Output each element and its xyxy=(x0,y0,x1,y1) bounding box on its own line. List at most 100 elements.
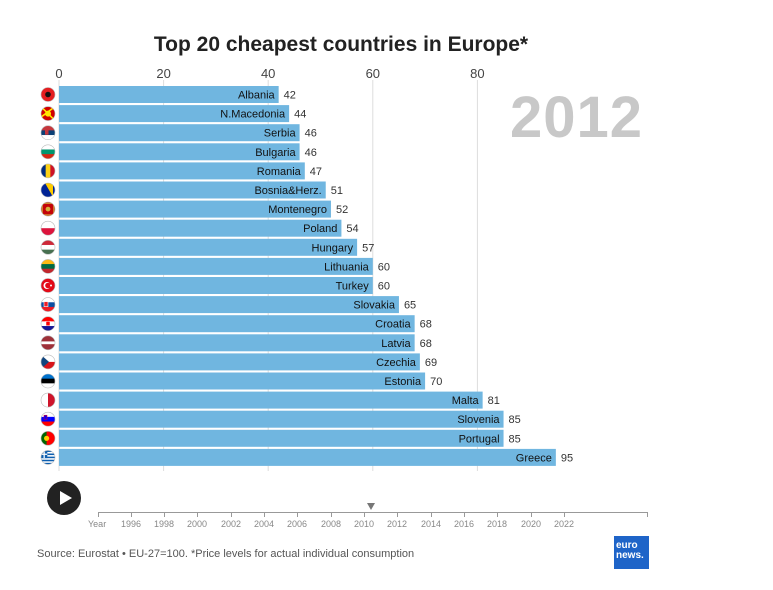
category-label: Bosnia&Herz. xyxy=(254,185,321,197)
lithuania-flag xyxy=(40,259,56,274)
bar xyxy=(59,200,331,218)
timeline-tick xyxy=(131,512,132,517)
bar xyxy=(59,334,415,352)
value-label: 60 xyxy=(378,281,390,293)
bar xyxy=(59,257,373,275)
timeline-year-label[interactable]: 2002 xyxy=(220,519,242,529)
timeline-year-label[interactable]: 2014 xyxy=(420,519,442,529)
timeline-tick xyxy=(431,512,432,517)
romania-flag xyxy=(40,163,56,179)
timeline-tick xyxy=(98,512,99,517)
category-label: Romania xyxy=(257,166,302,178)
category-label: N.Macedonia xyxy=(220,109,286,121)
bar xyxy=(59,181,326,199)
bar xyxy=(59,277,373,294)
north-macedonia-flag xyxy=(40,106,56,121)
value-label: 68 xyxy=(420,319,432,331)
category-label: Turkey xyxy=(336,281,370,293)
slovenia-flag xyxy=(40,411,56,427)
bar xyxy=(59,353,420,371)
bar xyxy=(59,296,399,314)
timeline-year-label[interactable]: 1998 xyxy=(153,519,175,529)
timeline-year-label[interactable]: 2006 xyxy=(286,519,308,529)
value-label: 70 xyxy=(430,376,442,388)
bar xyxy=(59,238,358,256)
timeline-tick xyxy=(564,512,565,517)
bar xyxy=(59,124,300,142)
category-label: Albania xyxy=(238,90,276,102)
timeline-tick xyxy=(331,512,332,517)
latvia-flag xyxy=(40,335,56,351)
timeline-tick xyxy=(397,512,398,517)
malta-flag xyxy=(40,392,56,408)
czechia-flag xyxy=(40,354,56,370)
logo-line-2: news. xyxy=(616,550,644,561)
bar xyxy=(59,143,300,161)
value-label: 60 xyxy=(378,261,390,273)
value-label: 95 xyxy=(561,452,573,464)
albania-flag xyxy=(40,87,56,102)
estonia-flag xyxy=(40,373,56,389)
source-note: Source: Eurostat • EU-27=100. *Price lev… xyxy=(37,548,415,560)
x-tick-label: 80 xyxy=(470,66,484,81)
value-label: 68 xyxy=(420,338,432,350)
category-label: Croatia xyxy=(375,319,411,331)
serbia-flag xyxy=(40,125,56,140)
bar xyxy=(59,315,415,333)
timeline-tick xyxy=(164,512,165,517)
category-label: Poland xyxy=(303,223,337,235)
year-timeline[interactable]: Year 1996 1998 2000 2002 2004 2006 2008 2010 2012… xyxy=(88,503,648,532)
value-label: 47 xyxy=(310,166,322,178)
value-label: 57 xyxy=(362,242,374,254)
greece-flag xyxy=(40,450,56,465)
euronews-logo: euro news. xyxy=(614,536,649,569)
croatia-flag xyxy=(40,316,56,332)
timeline-year-label[interactable]: 2020 xyxy=(520,519,542,529)
bar xyxy=(59,86,279,103)
hungary-flag xyxy=(40,240,56,255)
value-label: 85 xyxy=(509,414,521,426)
bosnia-flag xyxy=(40,182,56,198)
category-label: Bulgaria xyxy=(255,147,296,159)
current-year-display: 2012 xyxy=(510,85,644,150)
category-label: Hungary xyxy=(312,242,354,254)
timeline-tick xyxy=(197,512,198,517)
category-label: Slovenia xyxy=(457,414,500,426)
timeline-year-label[interactable]: 2022 xyxy=(553,519,575,529)
timeline-tick xyxy=(531,512,532,517)
timeline-tick xyxy=(464,512,465,517)
value-label: 81 xyxy=(488,395,500,407)
timeline-year-label[interactable]: 2008 xyxy=(320,519,342,529)
timeline-year-label[interactable]: 2010 xyxy=(353,519,375,529)
bar xyxy=(59,429,504,447)
timeline-tick xyxy=(647,512,648,517)
category-label: Greece xyxy=(516,452,552,464)
timeline-year-label[interactable]: 2004 xyxy=(253,519,275,529)
timeline-tick xyxy=(264,512,265,517)
category-label: Portugal xyxy=(459,433,500,445)
timeline-year-label[interactable]: 1996 xyxy=(120,519,142,529)
timeline-year-label[interactable]: 2000 xyxy=(186,519,208,529)
portugal-flag xyxy=(40,430,56,446)
category-label: Czechia xyxy=(376,357,417,369)
category-label: Slovakia xyxy=(353,300,395,312)
timeline-tick xyxy=(231,512,232,517)
timeline-year-label[interactable]: 2012 xyxy=(386,519,408,529)
timeline-year-label[interactable]: 2016 xyxy=(453,519,475,529)
chart-title: Top 20 cheapest countries in Europe* xyxy=(153,33,529,56)
timeline-handle[interactable] xyxy=(367,503,375,510)
value-label: 51 xyxy=(331,185,343,197)
value-label: 46 xyxy=(305,147,317,159)
timeline-year-label[interactable]: 2018 xyxy=(486,519,508,529)
play-button[interactable] xyxy=(47,481,81,515)
poland-flag xyxy=(40,220,56,236)
value-label: 54 xyxy=(346,223,358,235)
timeline-tick xyxy=(497,512,498,517)
value-label: 46 xyxy=(305,128,317,140)
category-label: Montenegro xyxy=(268,204,327,216)
bar xyxy=(59,219,342,237)
category-label: Latvia xyxy=(381,338,411,350)
timeline-axis-label: Year xyxy=(88,519,107,529)
bar xyxy=(59,391,483,409)
value-label: 42 xyxy=(284,90,296,102)
